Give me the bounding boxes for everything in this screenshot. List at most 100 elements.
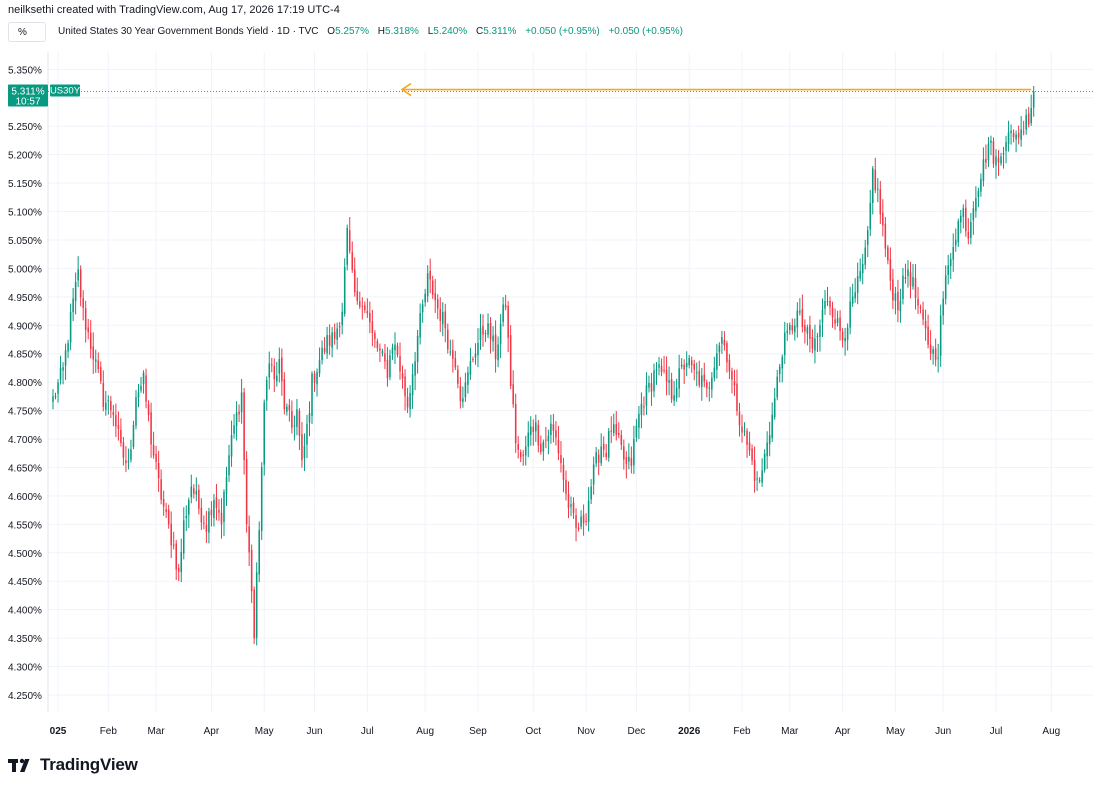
candle-body	[64, 350, 67, 366]
symbol-legend: United States 30 Year Government Bonds Y…	[58, 26, 683, 37]
legend-open-value: 5.257%	[335, 26, 369, 37]
candle-body	[947, 265, 949, 276]
y-tick-label: 5.050%	[8, 236, 42, 247]
legend-low-value: 5.240%	[433, 26, 468, 37]
candle-body	[527, 432, 530, 447]
candle-body	[718, 345, 721, 353]
candle-body	[145, 375, 147, 402]
candle-body	[89, 332, 92, 350]
candle-body	[944, 275, 947, 299]
x-tick-label: Dec	[627, 726, 645, 737]
candle-body	[421, 304, 424, 313]
candle-body	[826, 301, 829, 303]
candle-body	[761, 470, 763, 483]
candle-body	[874, 169, 877, 191]
candle-body	[366, 311, 369, 314]
attribution-text: neilksethi created with TradingView.com,…	[8, 4, 340, 16]
candle-body	[1010, 130, 1012, 133]
candle-body	[52, 396, 54, 402]
candle-body	[695, 372, 698, 374]
candle-body	[630, 457, 633, 466]
candle-body	[404, 376, 406, 397]
y-tick-label: 4.250%	[8, 691, 42, 702]
candle-body	[341, 311, 343, 325]
candle-body	[72, 298, 74, 313]
candle-body	[600, 446, 602, 464]
candle-body	[152, 444, 155, 456]
candle-body	[899, 300, 902, 312]
candle-body	[293, 425, 296, 427]
candle-body	[585, 520, 587, 523]
candle-body	[801, 309, 804, 328]
candle-body	[871, 168, 874, 203]
candle-body	[811, 336, 814, 349]
candle-body	[849, 301, 851, 328]
x-tick-label: Mar	[781, 726, 799, 737]
candle-body	[326, 335, 328, 354]
candle-body	[364, 305, 366, 311]
candle-body	[167, 509, 170, 525]
candle-body	[879, 189, 882, 215]
candle-body	[223, 491, 225, 522]
candle-body	[668, 380, 670, 383]
legend-change-percent: +0.050 (+0.95%)	[608, 26, 683, 37]
candle-body	[487, 323, 489, 335]
candle-body	[781, 357, 784, 369]
legend-open-label: O	[327, 26, 336, 37]
candle-body	[105, 402, 107, 410]
candle-body	[338, 326, 341, 328]
candle-body	[565, 479, 567, 495]
candle-body	[711, 377, 713, 390]
candle-body	[741, 426, 743, 433]
legend-close-value: 5.311%	[483, 26, 517, 37]
last-price-value: 5.311%	[11, 87, 44, 98]
x-tick-label: Apr	[835, 726, 851, 737]
candle-body	[84, 308, 87, 330]
x-tick-label: Aug	[416, 726, 434, 737]
candle-body	[514, 404, 517, 444]
candle-body	[82, 298, 84, 309]
candle-body	[175, 543, 177, 570]
candle-body	[841, 331, 844, 341]
candle-body	[162, 498, 165, 507]
candle-body	[208, 511, 210, 533]
candle-body	[200, 507, 203, 523]
candle-body	[180, 551, 183, 573]
candle-body	[318, 360, 321, 374]
candle-body	[62, 367, 64, 371]
tradingview-logo[interactable]: TradingView	[8, 755, 138, 775]
candle-body	[590, 486, 592, 500]
candle-body	[645, 385, 648, 406]
candle-body	[288, 405, 291, 411]
candle-body	[172, 544, 175, 546]
candle-body	[459, 385, 462, 402]
candle-body	[504, 305, 507, 308]
unit-toggle-button[interactable]: %	[8, 22, 46, 42]
candle-body	[441, 311, 444, 324]
candle-body	[316, 372, 318, 385]
tradingview-brand-text: TradingView	[40, 755, 138, 774]
candle-body	[854, 292, 856, 299]
candle-body	[771, 414, 773, 438]
x-tick-label: Oct	[526, 726, 542, 737]
candle-body	[545, 439, 547, 441]
candle-body	[160, 479, 162, 500]
y-tick-label: 5.100%	[8, 208, 42, 219]
candle-body	[328, 335, 331, 346]
x-tick-label: Jul	[990, 726, 1003, 737]
candle-body	[512, 384, 514, 405]
candle-body	[406, 396, 409, 408]
legend-title: United States 30 Year Government Bonds Y…	[58, 26, 319, 37]
candle-body	[572, 502, 575, 513]
candle-body	[401, 373, 404, 379]
candle-body	[660, 366, 663, 372]
candle-body	[643, 406, 645, 408]
candle-body	[260, 467, 263, 532]
legend-low-label: L	[427, 26, 434, 37]
candle-body	[140, 385, 142, 391]
candle-body	[376, 341, 379, 349]
candle-body	[296, 409, 298, 427]
x-tick-label: Feb	[100, 726, 118, 737]
candle-body	[821, 309, 824, 323]
